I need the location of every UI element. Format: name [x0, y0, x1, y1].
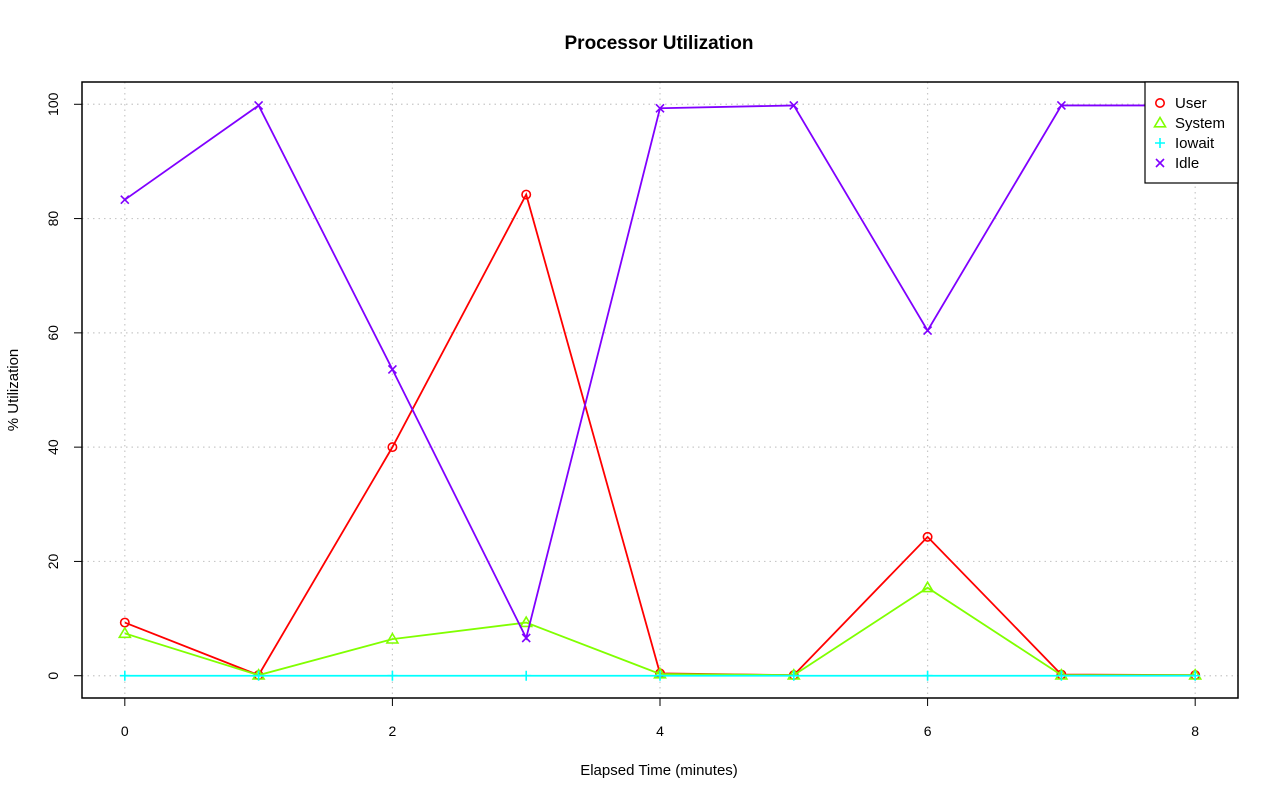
y-tick-label-5: 100: [45, 92, 61, 116]
y-tick-label-2: 40: [45, 439, 61, 455]
legend-item-idle: Idle: [1155, 155, 1199, 172]
data-point-user-2: [387, 442, 398, 453]
data-point-iowait-8: [1190, 670, 1201, 681]
legend-marker-system: [1153, 115, 1167, 128]
y-tick-label-1: 20: [45, 553, 61, 569]
series-iowait: [119, 670, 1201, 681]
data-point-system-0: [117, 626, 132, 639]
legend-marker-iowait: [1155, 138, 1165, 148]
data-point-iowait-4: [655, 670, 665, 681]
legend-label-system: System: [1175, 115, 1225, 132]
data-point-idle-1: [254, 100, 264, 110]
data-point-iowait-2: [387, 670, 398, 681]
data-point-idle-5: [789, 100, 799, 110]
data-point-user-6: [922, 531, 933, 542]
data-point-idle-3: [521, 633, 531, 643]
data-point-idle-0: [120, 195, 130, 205]
data-point-idle-6: [923, 326, 933, 336]
y-tick-label-3: 60: [45, 325, 61, 341]
legend-marker-idle: [1155, 158, 1165, 168]
x-axis-label: Elapsed Time (minutes): [580, 762, 738, 779]
series-line-idle: [124, 104, 1196, 641]
data-point-system-2: [385, 632, 400, 644]
data-point-idle-7: [1056, 100, 1066, 110]
data-point-iowait-0: [119, 670, 130, 681]
data-point-system-3: [519, 615, 534, 628]
y-axis: 0 20 40 60 80 100: [45, 92, 82, 680]
data-point-user-3: [521, 189, 532, 200]
chart-title: Processor Utilization: [565, 33, 754, 54]
x-tick-label-2: 4: [656, 723, 664, 739]
x-tick-label-3: 6: [924, 723, 932, 739]
legend-item-iowait: Iowait: [1155, 135, 1215, 152]
x-tick-label-0: 0: [121, 723, 129, 739]
x-tick-label-4: 8: [1191, 723, 1199, 739]
y-tick-label-4: 80: [45, 211, 61, 227]
series-layer: [117, 100, 1203, 681]
data-point-iowait-3: [521, 670, 532, 681]
data-point-idle-4: [655, 103, 665, 113]
legend: User System Iowait Idle: [1144, 81, 1239, 184]
x-tick-label-1: 2: [389, 723, 397, 739]
legend-label-idle: Idle: [1175, 155, 1199, 172]
legend-item-user: User: [1155, 95, 1207, 112]
data-point-iowait-7: [1056, 670, 1067, 681]
grid-lines: [82, 82, 1238, 698]
legend-label-iowait: Iowait: [1175, 135, 1215, 152]
legend-marker-user: [1155, 98, 1166, 109]
x-axis: 0 2 4 6 8: [121, 698, 1199, 739]
data-point-iowait-1: [253, 670, 264, 681]
series-line-system: [124, 586, 1196, 677]
data-point-iowait-6: [922, 670, 933, 681]
legend-label-user: User: [1175, 95, 1207, 112]
legend-item-system: System: [1153, 115, 1225, 132]
data-point-system-6: [920, 580, 935, 593]
y-tick-label-0: 0: [45, 672, 61, 680]
data-point-iowait-5: [788, 670, 799, 681]
y-axis-label: % Utilization: [5, 349, 22, 432]
series-system: [117, 580, 1203, 680]
data-point-idle-2: [387, 364, 397, 374]
